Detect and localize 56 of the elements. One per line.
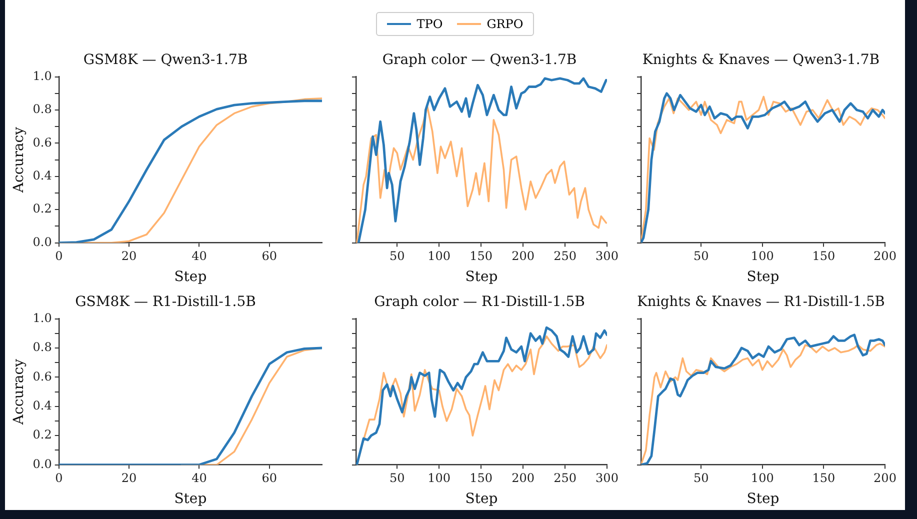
chart-title: GSM8K — Qwen3-1.7B bbox=[83, 52, 248, 68]
y-tick-label: 0.4 bbox=[32, 168, 52, 183]
x-axis-title: Step bbox=[465, 491, 498, 508]
legend-label: GRPO bbox=[486, 17, 524, 31]
chart-title: Knights & Knaves — R1-Distill-1.5B bbox=[637, 294, 885, 310]
x-tick-label: 60 bbox=[262, 471, 278, 486]
x-tick-label: 50 bbox=[693, 249, 709, 264]
chart-title: Graph color — R1-Distill-1.5B bbox=[374, 294, 585, 310]
y-tick-label: 0.0 bbox=[32, 456, 52, 471]
x-tick-label: 20 bbox=[121, 471, 137, 486]
x-tick-label: 100 bbox=[750, 249, 774, 264]
y-axis-title: Accuracy bbox=[11, 358, 28, 426]
x-tick-label: 150 bbox=[470, 249, 493, 264]
x-tick-label: 150 bbox=[470, 471, 493, 486]
y-tick-label: 0.6 bbox=[32, 135, 52, 150]
legend-label: TPO bbox=[416, 17, 443, 31]
x-tick-label: 200 bbox=[512, 471, 535, 486]
x-tick-label: 100 bbox=[428, 249, 451, 264]
x-tick-label: 40 bbox=[192, 471, 207, 486]
y-tick-label: 0.2 bbox=[32, 202, 52, 216]
chart-title: Knights & Knaves — Qwen3-1.7B bbox=[642, 52, 880, 68]
y-axis-title: Accuracy bbox=[11, 126, 28, 194]
x-tick-label: 300 bbox=[596, 249, 618, 264]
x-axis-title: Step bbox=[174, 491, 207, 508]
x-tick-label: 100 bbox=[750, 471, 774, 486]
y-tick-label: 0.0 bbox=[32, 234, 52, 249]
x-tick-label: 50 bbox=[693, 471, 709, 486]
x-tick-label: 150 bbox=[812, 249, 836, 264]
x-tick-label: 100 bbox=[428, 471, 451, 486]
x-tick-label: 40 bbox=[192, 249, 207, 264]
y-tick-label: 0.8 bbox=[32, 102, 52, 116]
x-tick-label: 50 bbox=[389, 249, 405, 264]
x-tick-label: 0 bbox=[55, 249, 63, 264]
x-axis-title: Step bbox=[174, 269, 207, 286]
y-tick-label: 0.8 bbox=[32, 340, 52, 354]
x-tick-label: 200 bbox=[874, 249, 896, 264]
x-tick-label: 200 bbox=[512, 249, 535, 264]
y-tick-label: 1.0 bbox=[32, 68, 52, 83]
x-tick-label: 20 bbox=[121, 249, 137, 264]
x-tick-label: 300 bbox=[596, 471, 618, 486]
x-tick-label: 60 bbox=[262, 249, 278, 264]
x-tick-label: 0 bbox=[55, 471, 63, 486]
y-tick-label: 1.0 bbox=[32, 310, 52, 325]
x-tick-label: 250 bbox=[554, 249, 576, 264]
x-tick-label: 150 bbox=[812, 471, 836, 486]
x-axis-title: Step bbox=[746, 269, 780, 286]
y-tick-label: 0.4 bbox=[32, 398, 52, 413]
y-tick-label: 0.6 bbox=[32, 369, 52, 384]
x-axis-title: Step bbox=[746, 491, 780, 508]
x-tick-label: 200 bbox=[874, 471, 896, 486]
y-tick-label: 0.2 bbox=[32, 428, 52, 442]
x-tick-label: 250 bbox=[554, 471, 576, 486]
chart-title: Graph color — Qwen3-1.7B bbox=[382, 52, 577, 68]
chart-title: GSM8K — R1-Distill-1.5B bbox=[75, 294, 256, 310]
x-tick-label: 50 bbox=[389, 471, 405, 486]
x-axis-title: Step bbox=[465, 269, 498, 286]
